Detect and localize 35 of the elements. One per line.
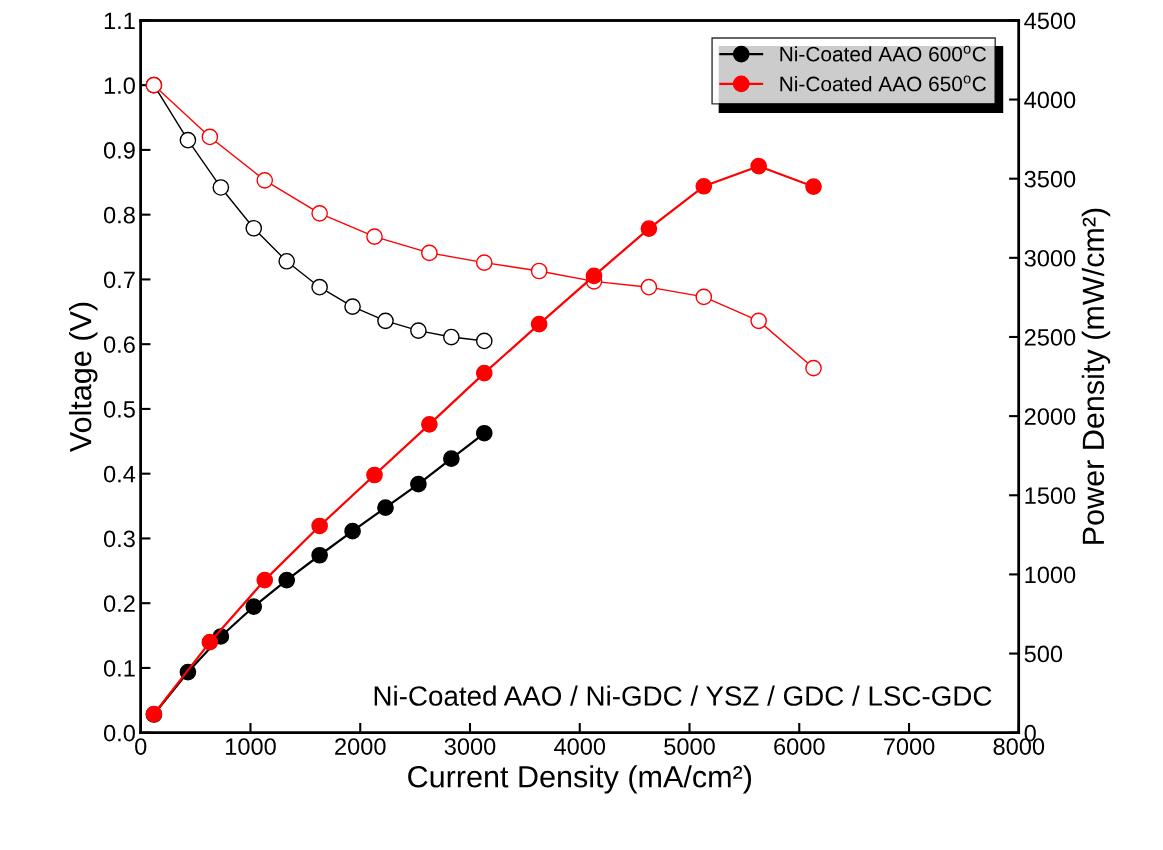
x-tick-label: 3000 [444, 738, 496, 755]
y-tick-label: 0.1 [103, 660, 135, 677]
x-tick-label: 4000 [554, 738, 606, 755]
y2-axis-title: Power Density (mW/cm²) [1081, 208, 1111, 544]
y2-tick-label: 1500 [1025, 487, 1076, 505]
y-tick-label: 0.7 [103, 271, 135, 289]
y-tick-label: 0.8 [103, 206, 135, 224]
y2-tick-label: 1000 [1025, 566, 1076, 584]
legend-label: Ni-Coated AAO 650$^{o}$C [780, 75, 986, 92]
x-axis-title: Current Density (mA/cm²) [408, 765, 752, 794]
legend-label: Ni-Coated AAO 600$^{o}$C [780, 45, 986, 62]
y2-tick-label: 2000 [1024, 408, 1076, 425]
y-tick-label: 0.3 [103, 530, 135, 548]
x-tick-label: 0 [135, 738, 147, 755]
y-tick-label: 0.6 [103, 336, 135, 353]
y-tick-label: 0.4 [103, 465, 136, 483]
y-tick-label: 0.2 [103, 595, 135, 612]
x-tick-label: 7000 [883, 738, 935, 755]
y-tick-label: 0.5 [103, 401, 135, 418]
y-tick-label: 1.0 [104, 77, 135, 94]
y-axis-title: Voltage (V) [69, 302, 98, 452]
y2-tick-label: 3000 [1024, 249, 1076, 267]
x-tick-label: 2000 [335, 738, 386, 755]
y2-tick-label: 3500 [1024, 170, 1076, 188]
y-tick-label: 0.0 [103, 724, 135, 742]
x-tick-label: 1000 [226, 738, 276, 755]
y2-tick-label: 500 [1024, 645, 1063, 663]
x-tick-label: 6000 [774, 738, 825, 755]
y2-tick-label: 2500 [1024, 329, 1076, 346]
y2-tick-label: 4500 [1024, 12, 1076, 30]
y-tick-label: 0.9 [103, 141, 135, 159]
x-tick-label: 5000 [664, 738, 715, 755]
y2-tick-label: 4000 [1024, 91, 1076, 109]
annotation: Ni-Coated AAO / Ni-GDC / YSZ / GDC / LSC-GDC [374, 685, 992, 706]
y-tick-label: 1.1 [104, 12, 135, 29]
